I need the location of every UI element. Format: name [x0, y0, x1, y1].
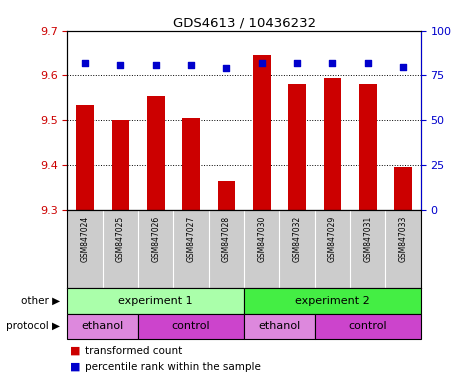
- Text: ■: ■: [70, 346, 80, 356]
- Point: [223, 65, 230, 71]
- Text: ethanol: ethanol: [82, 321, 124, 331]
- Point: [293, 60, 301, 66]
- Text: GSM847031: GSM847031: [363, 216, 372, 262]
- Text: percentile rank within the sample: percentile rank within the sample: [85, 362, 261, 372]
- Text: protocol ▶: protocol ▶: [7, 321, 60, 331]
- Bar: [112, 120, 129, 210]
- Bar: [324, 78, 341, 210]
- Bar: [76, 104, 94, 210]
- Point: [152, 62, 159, 68]
- Bar: [218, 180, 235, 210]
- Text: GSM847030: GSM847030: [257, 216, 266, 262]
- Bar: [244, 288, 421, 314]
- Text: GSM847026: GSM847026: [151, 216, 160, 262]
- Point: [81, 60, 89, 66]
- Bar: [253, 55, 271, 210]
- Text: ethanol: ethanol: [259, 321, 300, 331]
- Text: GSM847032: GSM847032: [292, 216, 302, 262]
- Text: control: control: [172, 321, 211, 331]
- Point: [117, 62, 124, 68]
- Point: [364, 60, 372, 66]
- Bar: [288, 84, 306, 210]
- Bar: [67, 288, 244, 314]
- Bar: [138, 314, 244, 339]
- Text: GSM847027: GSM847027: [186, 216, 196, 262]
- Text: GSM847029: GSM847029: [328, 216, 337, 262]
- Bar: [67, 314, 138, 339]
- Point: [329, 60, 336, 66]
- Point: [399, 63, 407, 70]
- Text: GSM847028: GSM847028: [222, 216, 231, 262]
- Bar: [315, 314, 421, 339]
- Bar: [244, 314, 315, 339]
- Title: GDS4613 / 10436232: GDS4613 / 10436232: [173, 17, 316, 30]
- Point: [187, 62, 195, 68]
- Text: ■: ■: [70, 362, 80, 372]
- Text: transformed count: transformed count: [85, 346, 182, 356]
- Text: other ▶: other ▶: [21, 296, 60, 306]
- Bar: [394, 167, 412, 210]
- Text: GSM847024: GSM847024: [80, 216, 90, 262]
- Text: GSM847033: GSM847033: [399, 216, 408, 262]
- Text: control: control: [348, 321, 387, 331]
- Bar: [359, 84, 377, 210]
- Bar: [147, 96, 165, 210]
- Bar: [182, 118, 200, 210]
- Point: [258, 60, 266, 66]
- Text: experiment 2: experiment 2: [295, 296, 370, 306]
- Text: experiment 1: experiment 1: [119, 296, 193, 306]
- Text: GSM847025: GSM847025: [116, 216, 125, 262]
